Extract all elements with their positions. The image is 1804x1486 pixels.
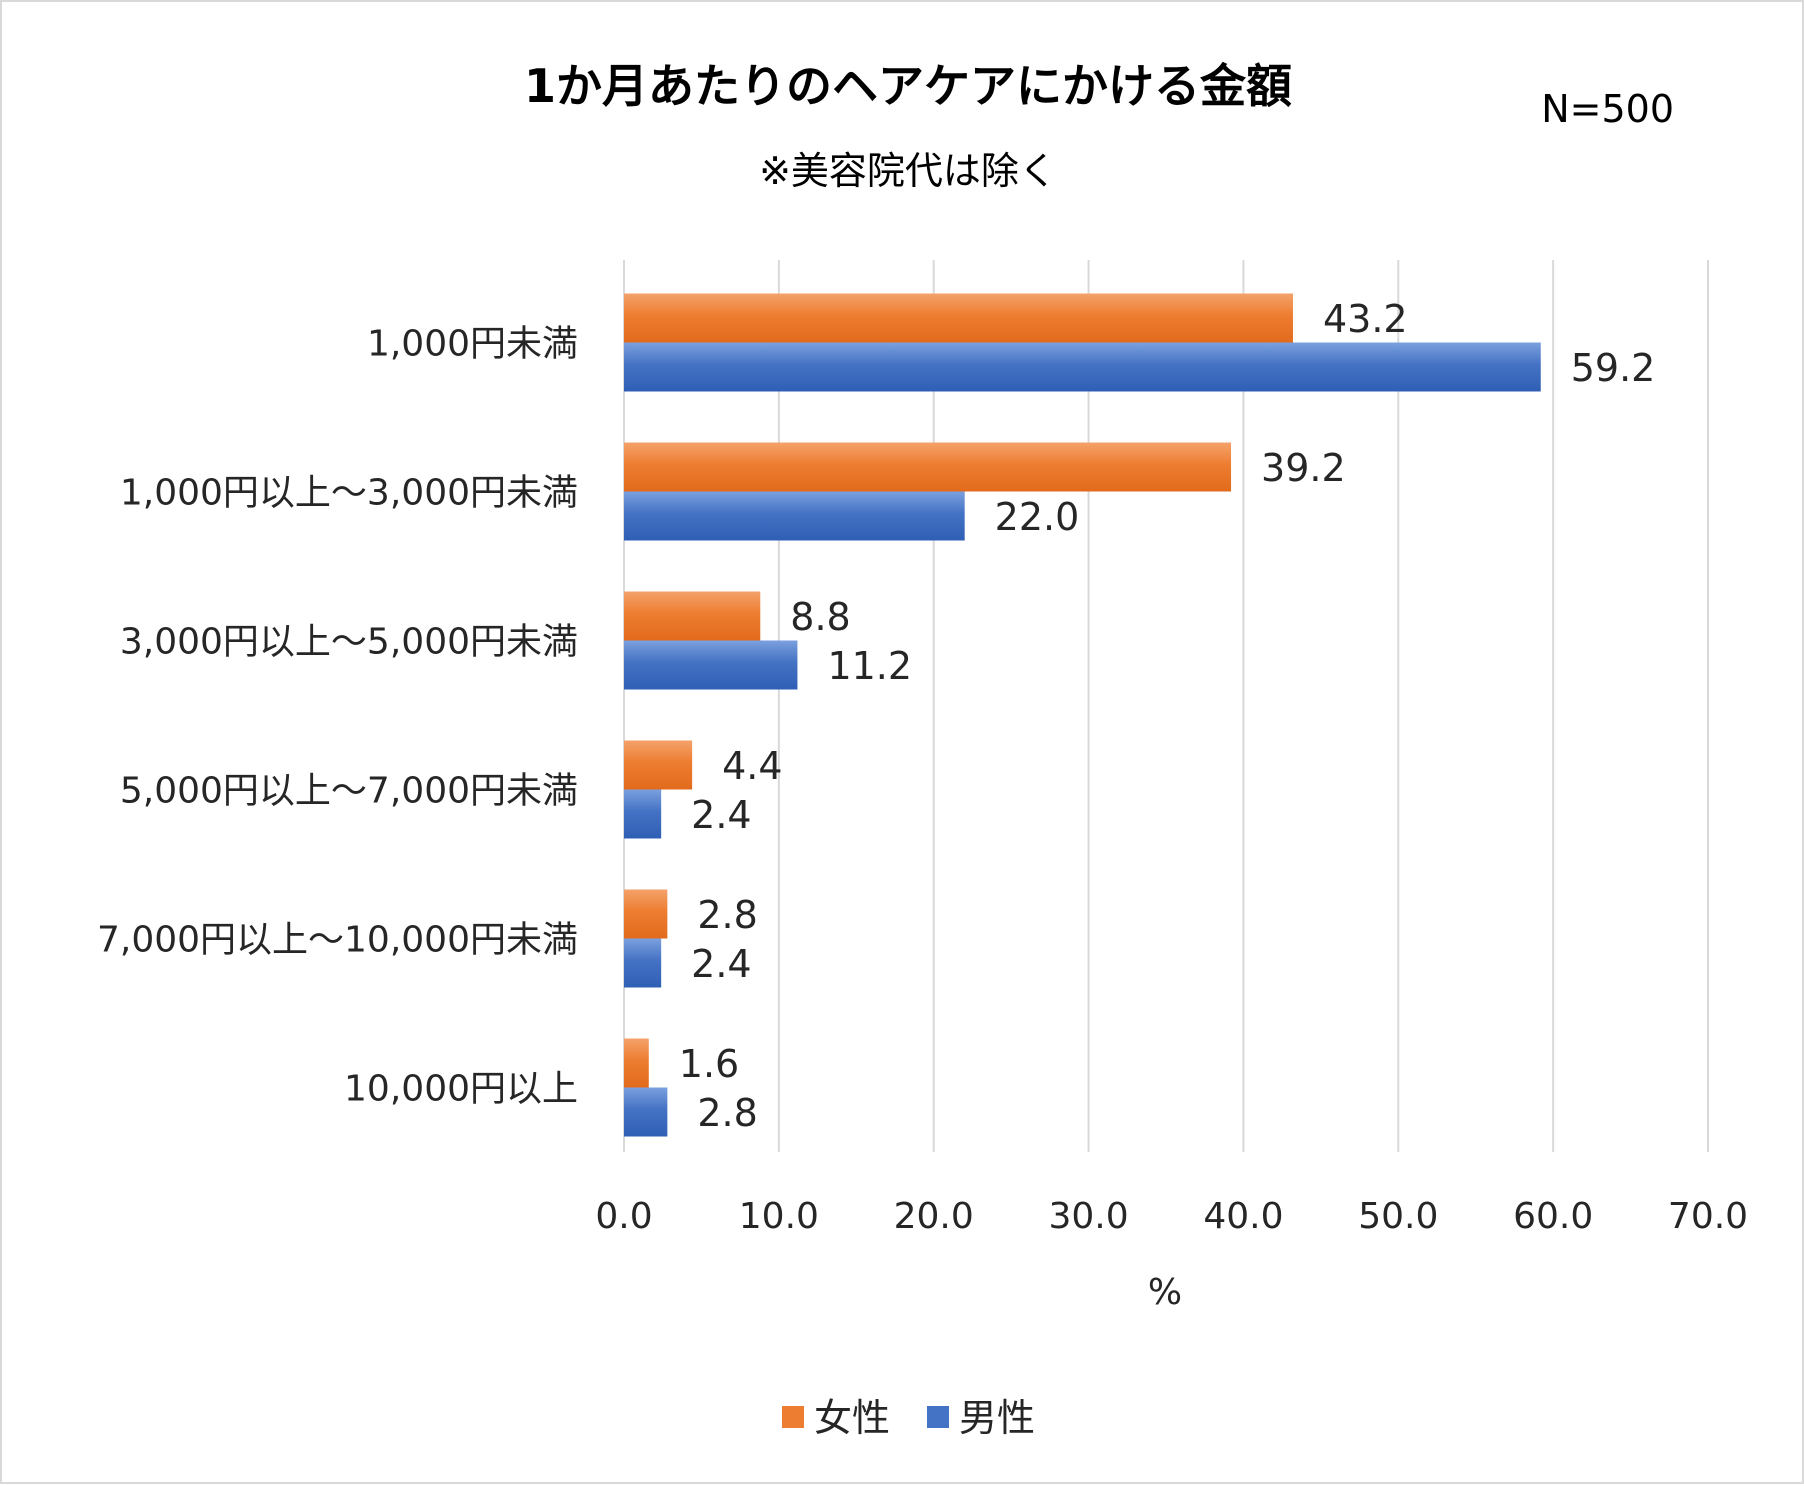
data-label: 1.6 [679,1042,739,1086]
legend: 女性 男性 [782,1396,1035,1440]
bar-male [624,491,965,541]
bar-female [624,442,1232,492]
chart-title: 1か月あたりのヘアケアにかける金額 [524,59,1292,113]
x-tick-label: 60.0 [1513,1196,1593,1237]
category-label: 7,000円以上～10,000円未満 [97,920,578,961]
data-label: 39.2 [1261,446,1346,490]
data-label: 59.2 [1571,346,1656,390]
bar-male [624,640,798,690]
data-label: 2.8 [697,1091,757,1135]
bar-male [624,1087,668,1137]
bar-female [624,591,761,641]
bar-female [624,293,1293,343]
bars [624,293,1541,1137]
x-tick-label: 70.0 [1668,1196,1748,1237]
x-tick-label: 50.0 [1358,1196,1438,1237]
data-label: 11.2 [827,644,912,688]
legend-swatch [782,1406,804,1428]
bar-male [624,342,1541,392]
legend-swatch [927,1406,949,1428]
category-label: 1,000円未満 [367,324,578,365]
sample-size-note: N=500 [1541,87,1674,131]
legend-label: 男性 [959,1396,1035,1440]
data-label: 2.4 [691,793,751,837]
category-label: 5,000円以上～7,000円未満 [120,771,578,812]
bar-female [624,889,668,939]
bar-female [624,1038,649,1088]
bar-male [624,789,662,839]
x-tick-labels: 0.0 10.0 20.0 30.0 40.0 50.0 60.0 70.0 [595,1196,1748,1237]
x-axis-title: % [1148,1272,1182,1313]
data-label: 2.8 [697,893,757,937]
category-labels: 1,000円未満 1,000円以上～3,000円未満 3,000円以上～5,000円… [97,324,578,1110]
x-tick-label: 30.0 [1048,1196,1128,1237]
data-labels: 43.2 59.2 39.2 22.0 8.8 11.2 4.4 2.4 2.8 2.4 1.6 2.… [679,297,1656,1135]
x-tick-label: 0.0 [595,1196,652,1237]
gridlines [623,260,1709,1152]
legend-label: 女性 [814,1396,890,1440]
data-label: 8.8 [790,595,850,639]
data-label: 2.4 [691,942,751,986]
data-label: 43.2 [1323,297,1408,341]
category-label: 10,000円以上 [344,1069,578,1110]
data-label: 22.0 [995,495,1080,539]
x-tick-label: 40.0 [1203,1196,1283,1237]
category-label: 1,000円以上～3,000円未満 [120,473,578,514]
category-label: 3,000円以上～5,000円未満 [120,622,578,663]
bar-female [624,740,693,790]
x-tick-label: 20.0 [894,1196,974,1237]
bar-male [624,938,662,988]
chart-subtitle: ※美容院代は除く [759,149,1057,193]
data-label: 4.4 [722,744,782,788]
x-tick-label: 10.0 [739,1196,819,1237]
